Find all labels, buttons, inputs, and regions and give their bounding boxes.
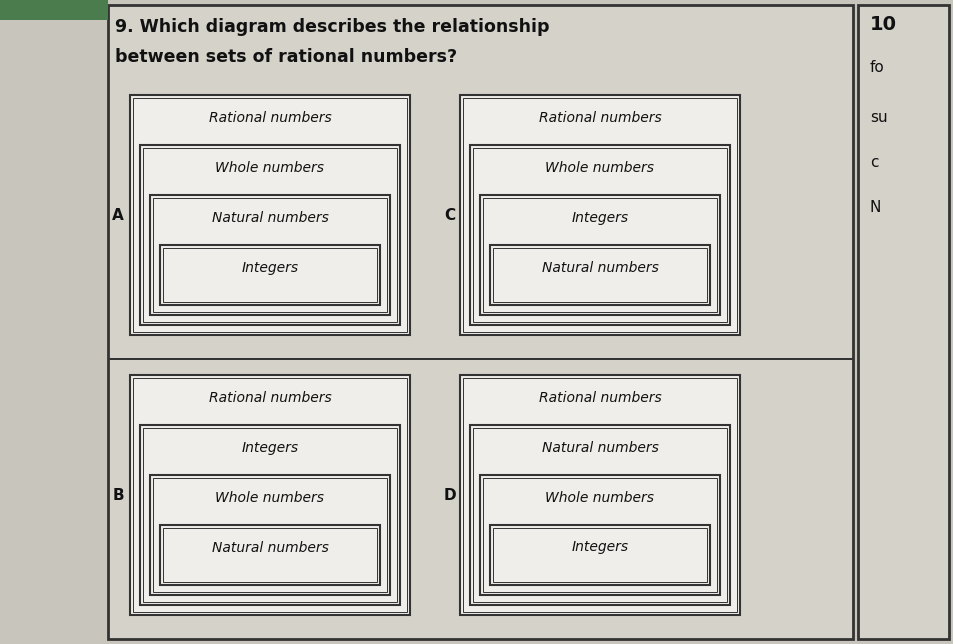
Bar xyxy=(479,195,720,315)
Text: Whole numbers: Whole numbers xyxy=(545,160,654,175)
Bar xyxy=(132,98,407,332)
Bar xyxy=(130,375,410,615)
Bar xyxy=(493,528,706,582)
Text: fo: fo xyxy=(869,60,883,75)
Bar xyxy=(493,248,706,302)
Bar xyxy=(857,5,948,639)
Bar xyxy=(470,425,729,605)
Bar xyxy=(462,98,737,332)
Bar xyxy=(108,5,852,639)
Bar xyxy=(459,375,740,615)
Bar xyxy=(459,95,740,335)
Bar xyxy=(0,0,108,20)
Bar xyxy=(143,148,396,322)
Text: c: c xyxy=(869,155,878,170)
Bar xyxy=(482,198,717,312)
Text: Integers: Integers xyxy=(241,261,298,274)
Bar xyxy=(473,428,726,602)
Bar xyxy=(479,475,720,595)
Bar xyxy=(152,198,387,312)
Text: A: A xyxy=(112,207,124,222)
Text: Whole numbers: Whole numbers xyxy=(545,491,654,504)
Text: Integers: Integers xyxy=(241,440,298,455)
Bar xyxy=(473,148,726,322)
Bar xyxy=(163,528,376,582)
Text: Natural numbers: Natural numbers xyxy=(212,540,328,554)
Bar xyxy=(160,245,379,305)
Text: Rational numbers: Rational numbers xyxy=(209,390,331,404)
Bar xyxy=(160,525,379,585)
Text: between sets of rational numbers?: between sets of rational numbers? xyxy=(115,48,456,66)
Text: D: D xyxy=(443,488,456,502)
Text: Integers: Integers xyxy=(571,211,628,225)
Text: 9. Which diagram describes the relationship: 9. Which diagram describes the relations… xyxy=(115,18,549,36)
Bar xyxy=(130,95,410,335)
Text: Rational numbers: Rational numbers xyxy=(209,111,331,124)
Text: Natural numbers: Natural numbers xyxy=(541,261,658,274)
Bar xyxy=(150,475,390,595)
Text: su: su xyxy=(869,110,886,125)
Bar xyxy=(152,478,387,592)
Text: Whole numbers: Whole numbers xyxy=(215,160,324,175)
Text: N: N xyxy=(869,200,881,215)
Text: 10: 10 xyxy=(869,15,896,34)
Text: Natural numbers: Natural numbers xyxy=(541,440,658,455)
Text: Whole numbers: Whole numbers xyxy=(215,491,324,504)
Bar xyxy=(490,245,709,305)
Text: Rational numbers: Rational numbers xyxy=(538,111,660,124)
Bar xyxy=(143,428,396,602)
Bar xyxy=(150,195,390,315)
Bar xyxy=(140,425,399,605)
Bar xyxy=(163,248,376,302)
Text: Natural numbers: Natural numbers xyxy=(212,211,328,225)
Bar xyxy=(140,145,399,325)
Text: Integers: Integers xyxy=(571,540,628,554)
Text: C: C xyxy=(444,207,456,222)
Bar xyxy=(132,378,407,612)
Bar xyxy=(490,525,709,585)
Bar xyxy=(108,358,852,360)
Bar xyxy=(470,145,729,325)
Text: Rational numbers: Rational numbers xyxy=(538,390,660,404)
Bar xyxy=(462,378,737,612)
Bar xyxy=(482,478,717,592)
Text: B: B xyxy=(112,488,124,502)
